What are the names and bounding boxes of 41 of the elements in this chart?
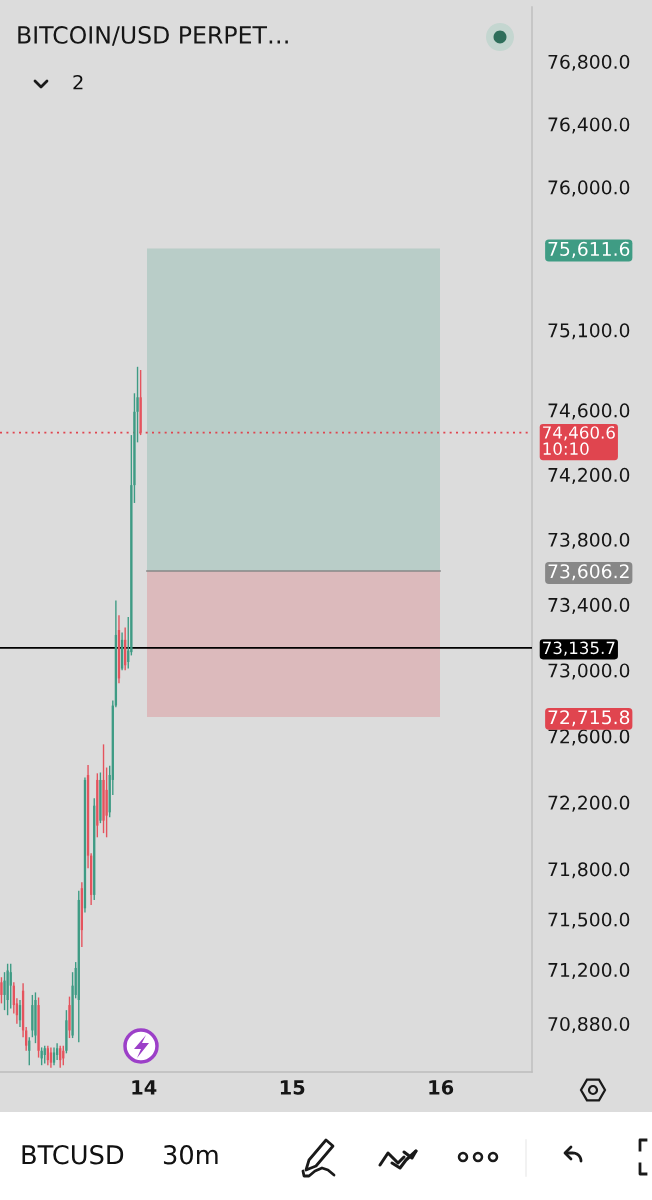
y-tick-label: 74,600.0 [548,403,630,420]
text: 30m [163,1145,218,1165]
y-tick-label: 72,715.8 [548,710,630,727]
y-tick-label: 72,600.0 [548,729,630,746]
ref-line-label: 74,460.6 10:10 [543,426,615,455]
y-tick-label: 72,200.0 [548,795,630,812]
candlestick [105,766,108,838]
y-tick-label: 75,611.6 [548,241,630,258]
candlestick [31,994,34,1038]
candlestick [0,976,3,1005]
y-tick-label: 73,000.0 [548,663,630,680]
y-tick-label: 71,800.0 [548,862,630,879]
candlestick [6,963,9,1016]
y-tick-label: 73,800.0 [548,532,630,549]
candlestick [99,771,102,824]
text: BTCUSD [22,1145,124,1165]
annotation: 2 [73,74,83,90]
y-tick-label: 75,100.0 [548,323,630,340]
y-tick-label: 74,200.0 [548,467,630,484]
y-tick-label: 76,400.0 [548,117,630,134]
candlestick [102,743,105,834]
y-tick-label: 73,606.2 [548,564,629,581]
candlestick [3,971,6,1011]
candlestick [40,1046,43,1066]
candlestick [37,996,40,1059]
y-tick-label: 71,200.0 [548,962,630,979]
y-tick-label: 70,880.0 [548,1016,630,1033]
y-tick-label: 71,500.0 [548,912,630,929]
x-tick-label: 16 [429,1080,454,1095]
x-tick-label: 14 [132,1080,157,1095]
x-tick-label: 15 [280,1080,305,1095]
text: BITCOIN/USD PERPET… [18,25,288,46]
y-tick-label: 76,800.0 [548,54,630,71]
candlestick [65,1009,68,1055]
candlestick [9,963,12,1010]
candlestick [34,991,37,1044]
candlestick [139,369,142,436]
y-tick-label: 73,400.0 [548,597,630,614]
ref-line-label: 73,135.7 [543,641,615,656]
y-tick-label: 76,000.0 [548,180,630,197]
candlestick [68,995,71,1039]
